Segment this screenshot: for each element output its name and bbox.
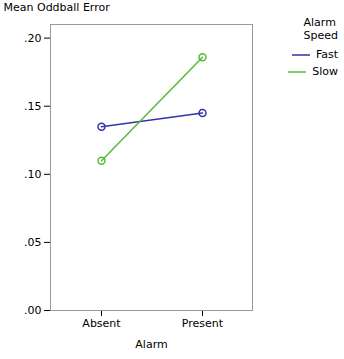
html-text:Alarm Speed: Alarm Speed (303, 16, 338, 42)
svg-text:.00: .00 (24, 304, 42, 317)
html-text:Slow: Slow (312, 65, 338, 78)
svg-text:Present: Present (182, 317, 224, 330)
svg-text:.10: .10 (24, 168, 42, 181)
html-text:Fast: Fast (315, 48, 338, 61)
svg-text:.20: .20 (24, 32, 42, 45)
svg-text:.15: .15 (24, 100, 42, 113)
svg-text:Alarm: Alarm (135, 338, 167, 351)
svg-text:Mean Oddball Error: Mean Oddball Error (4, 1, 111, 14)
svg-text:.05: .05 (24, 236, 42, 249)
svg-text:Absent: Absent (82, 317, 121, 330)
